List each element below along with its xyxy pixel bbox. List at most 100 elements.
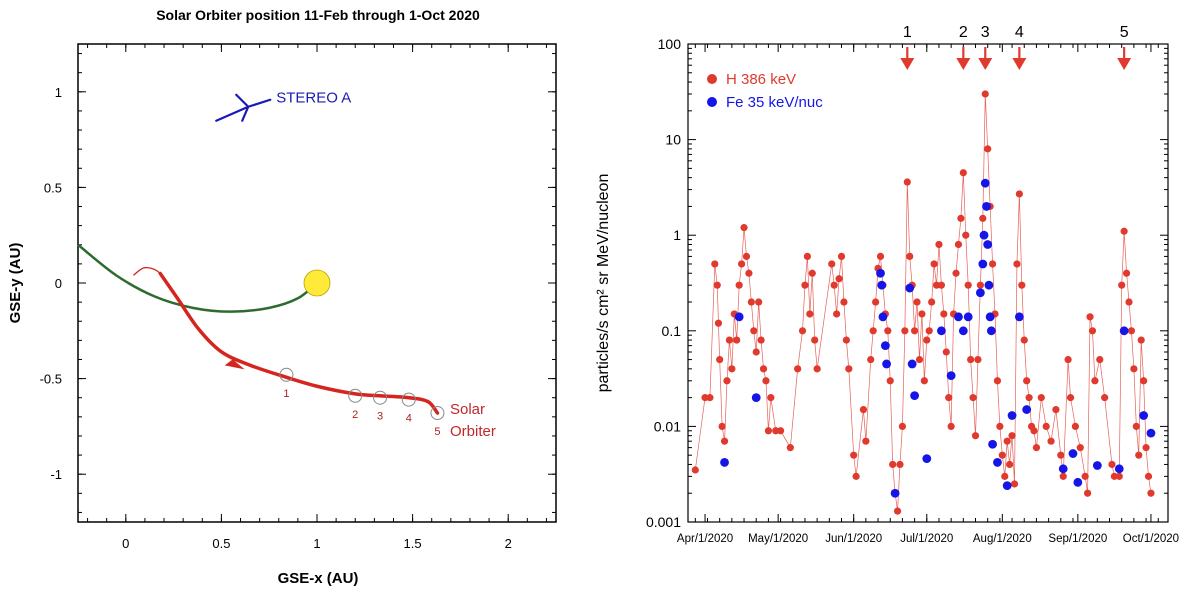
h-data-point bbox=[850, 451, 858, 459]
h-data-point bbox=[952, 269, 960, 277]
h-data-point bbox=[803, 252, 811, 261]
fe-data-point bbox=[980, 178, 990, 188]
event-number-label: 5 bbox=[1120, 24, 1129, 41]
h-data-point bbox=[762, 377, 770, 385]
h-data-point bbox=[942, 348, 950, 356]
h-data-point bbox=[1144, 472, 1153, 480]
h-data-point bbox=[801, 281, 809, 289]
legend-fe-marker bbox=[707, 97, 717, 107]
legend-fe-label: Fe 35 keV/nuc bbox=[726, 94, 823, 111]
h-data-point bbox=[1135, 451, 1143, 459]
h-data-point bbox=[1127, 327, 1136, 335]
legend-h-label: H 386 keV bbox=[726, 71, 796, 88]
h-data-point bbox=[759, 365, 768, 373]
h-data-point bbox=[752, 348, 760, 356]
stereo-a-label: STEREO A bbox=[276, 90, 351, 107]
h-data-point bbox=[984, 145, 992, 153]
h-data-point bbox=[954, 240, 963, 249]
h-data-point bbox=[979, 214, 987, 222]
h-data-point bbox=[716, 355, 724, 364]
orbit-x-tick-label: 1 bbox=[313, 536, 320, 551]
h-data-point bbox=[757, 336, 765, 344]
fe-data-point bbox=[1146, 428, 1156, 438]
h-data-point bbox=[733, 336, 741, 344]
flux-x-tick-label: Oct/1/2020 bbox=[1123, 533, 1179, 545]
h-data-point bbox=[842, 336, 850, 344]
h-data-point bbox=[1023, 377, 1031, 385]
h-data-point bbox=[1122, 269, 1131, 277]
h-data-point bbox=[913, 298, 921, 306]
h-data-point bbox=[1042, 422, 1050, 430]
orbit-content: STEREO A 1 2 3 4 5 Solar Orbiter bbox=[77, 90, 496, 440]
stereo-a-marker bbox=[215, 93, 272, 122]
position-marker-label: 2 bbox=[352, 409, 358, 421]
h-data-point bbox=[981, 90, 989, 98]
h-data-point bbox=[962, 231, 970, 239]
h-data-point bbox=[1108, 460, 1116, 469]
event-arrow-head bbox=[956, 58, 971, 70]
h-data-point bbox=[767, 394, 775, 402]
h-data-point bbox=[728, 365, 736, 373]
position-marker-circle bbox=[401, 392, 416, 407]
h-data-point bbox=[1071, 422, 1080, 430]
h-data-point bbox=[830, 281, 838, 289]
h-data-point bbox=[738, 260, 746, 268]
h-data-point bbox=[898, 422, 907, 430]
fe-data-point bbox=[1014, 312, 1024, 322]
fe-data-point bbox=[751, 393, 761, 403]
fe-data-point bbox=[876, 268, 885, 278]
h-data-point bbox=[1140, 377, 1148, 385]
h-data-point bbox=[798, 327, 807, 335]
h-data-point bbox=[1020, 336, 1028, 344]
h-data-point bbox=[867, 355, 875, 364]
h-data-point bbox=[896, 460, 904, 469]
h-data-point bbox=[718, 422, 726, 430]
track-direction-arrow bbox=[224, 359, 245, 370]
h-data-point bbox=[1091, 377, 1099, 385]
fe-data-point bbox=[963, 312, 973, 322]
fe-data-point bbox=[922, 454, 932, 464]
h-data-point bbox=[723, 377, 731, 385]
flux-x-tick-label: Jun/1/2020 bbox=[825, 533, 882, 545]
h-data-point bbox=[862, 437, 870, 445]
h-data-point bbox=[901, 327, 909, 335]
h-data-point bbox=[1118, 281, 1126, 289]
orbit-x-tick-label: 0 bbox=[122, 536, 129, 551]
h-data-point bbox=[959, 169, 967, 177]
h-data-point bbox=[1037, 394, 1045, 402]
fe-data-point bbox=[905, 283, 915, 293]
event-arrow-head bbox=[978, 58, 993, 70]
h-data-point bbox=[974, 355, 982, 364]
fe-data-point bbox=[1139, 411, 1149, 420]
h-data-point bbox=[940, 310, 948, 318]
h-data-point bbox=[1025, 394, 1033, 402]
fe-data-point bbox=[975, 288, 985, 298]
h-data-point bbox=[806, 310, 814, 318]
h-data-point bbox=[957, 214, 965, 222]
event-number-label: 1 bbox=[903, 24, 912, 41]
h-data-point bbox=[1064, 355, 1072, 364]
position-marker-circle bbox=[348, 388, 363, 403]
event-arrow-head bbox=[1012, 58, 1027, 70]
h-data-point bbox=[794, 365, 802, 373]
h-data-point bbox=[691, 466, 699, 474]
fe-data-point bbox=[946, 371, 956, 380]
h-data-point bbox=[889, 460, 897, 469]
h-data-point bbox=[808, 269, 816, 277]
h-data-point bbox=[967, 355, 975, 364]
h-data-point bbox=[852, 472, 860, 480]
h-data-point bbox=[833, 310, 841, 318]
fe-data-point bbox=[882, 359, 891, 369]
fe-data-point bbox=[1007, 411, 1017, 420]
position-marker-circle bbox=[373, 390, 388, 405]
h-data-point bbox=[976, 281, 984, 289]
orbit-x-axis-label: GSE-x (AU) bbox=[278, 570, 359, 587]
orbit-x-tick-label: 1.5 bbox=[404, 536, 422, 551]
flux-y-tick-label: 0.1 bbox=[662, 323, 682, 339]
h-data-point bbox=[1088, 327, 1097, 335]
h-data-point bbox=[755, 298, 763, 306]
fe-data-point bbox=[978, 259, 988, 269]
fe-data-point bbox=[1119, 326, 1129, 336]
position-marker-label: 5 bbox=[434, 426, 440, 438]
flux-y-tick-label: 0.001 bbox=[646, 514, 681, 530]
